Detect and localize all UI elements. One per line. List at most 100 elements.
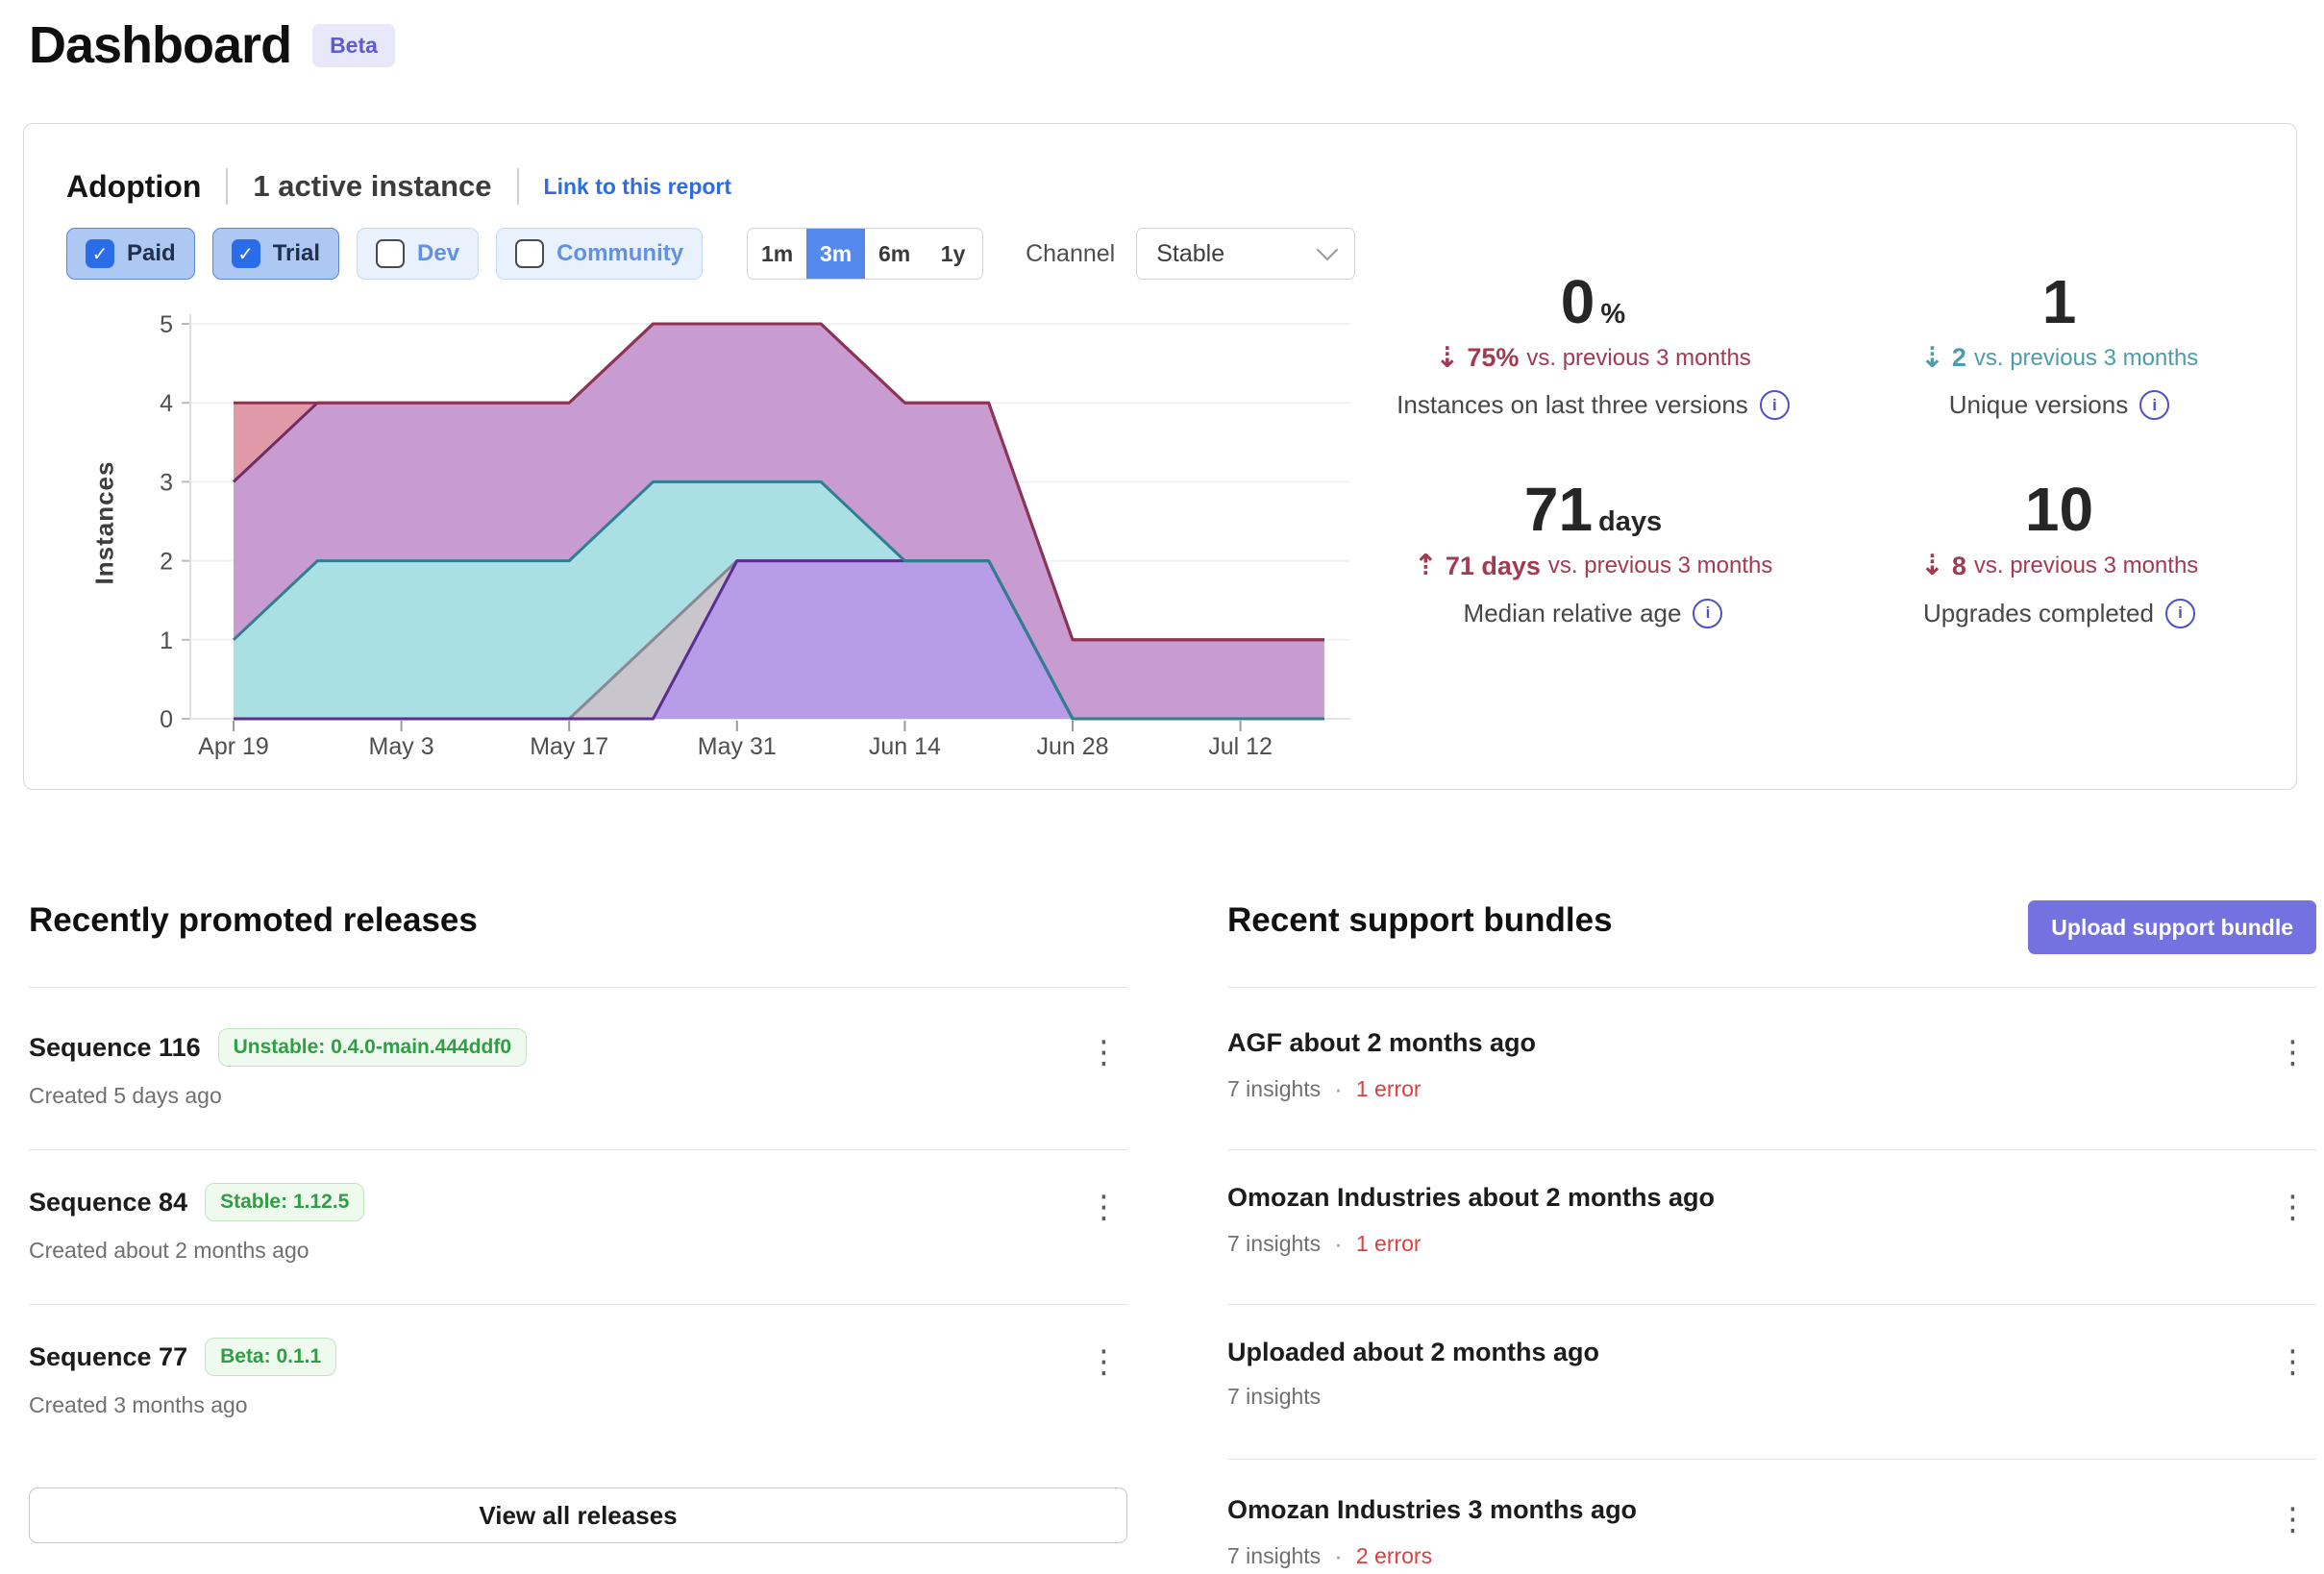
upload-support-bundle-button[interactable]: Upload support bundle: [2028, 900, 2316, 954]
trend-up-icon: ⇡: [1413, 549, 1438, 583]
trend-down-icon: ⇣: [1435, 340, 1460, 375]
bundle-title[interactable]: Uploaded about 2 months ago: [1227, 1338, 1600, 1366]
bundle-errors: 1 error: [1355, 1076, 1422, 1101]
stat-label: Unique versions: [1948, 390, 2129, 420]
filter-label: Paid: [127, 240, 176, 266]
filter-label: Trial: [272, 240, 321, 266]
filter-label: Dev: [417, 240, 460, 266]
kebab-menu-icon[interactable]: ⋮: [1088, 1188, 1120, 1225]
kebab-menu-icon[interactable]: ⋮: [2277, 1188, 2309, 1225]
kebab-menu-icon[interactable]: ⋮: [1088, 1033, 1120, 1070]
bundle-insights: 7 insights: [1227, 1543, 1322, 1568]
svg-text:0: 0: [160, 706, 173, 733]
bundles-heading: Recent support bundles: [1227, 901, 1613, 939]
beta-badge: Beta: [312, 23, 395, 67]
info-icon[interactable]: i: [1693, 598, 1723, 628]
checkbox-checked-icon: ✓: [86, 239, 114, 268]
kebab-menu-icon[interactable]: ⋮: [2277, 1033, 2309, 1070]
delta-note: vs. previous 3 months: [1973, 344, 2199, 371]
adoption-card-header: Adoption 1 active instance Link to this …: [66, 168, 731, 205]
filter-trial[interactable]: ✓ Trial: [211, 228, 340, 280]
page-title: Dashboard: [29, 16, 292, 74]
bundle-title[interactable]: AGF about 2 months ago: [1227, 1028, 1536, 1057]
delta-note: vs. previous 3 months: [1526, 344, 1751, 371]
time-range-selector: 1m 3m 6m 1y: [747, 228, 984, 280]
divider: [226, 168, 229, 205]
trend-down-icon: ⇣: [1919, 340, 1944, 375]
divider: [1227, 987, 2316, 988]
divider: [1227, 1149, 2316, 1150]
adoption-card: Adoption 1 active instance Link to this …: [23, 123, 2297, 790]
release-title: Sequence 84: [29, 1187, 188, 1217]
bundle-insights: 7 insights: [1227, 1384, 1322, 1409]
adoption-stats: 0% ⇣ 75% vs. previous 3 months Instances o…: [1360, 268, 2292, 628]
divider: [29, 987, 1127, 988]
divider: [1227, 1304, 2316, 1305]
range-1y[interactable]: 1y: [940, 240, 966, 266]
checkbox-unchecked-icon: [376, 239, 406, 268]
svg-text:Jul 12: Jul 12: [1208, 733, 1273, 760]
info-icon[interactable]: i: [1759, 390, 1790, 421]
dot-separator: ·: [1334, 1229, 1343, 1258]
bundle-insights: 7 insights: [1227, 1076, 1322, 1101]
stat-unit: days: [1598, 506, 1663, 538]
active-instance-count: 1 active instance: [253, 169, 492, 203]
stat-value: 71: [1523, 475, 1594, 545]
divider: [29, 1149, 1127, 1150]
checkbox-unchecked-icon: [515, 239, 545, 268]
kebab-menu-icon[interactable]: ⋮: [2277, 1500, 2309, 1537]
channel-label: Channel: [1026, 239, 1116, 267]
svg-text:Jun 14: Jun 14: [869, 733, 941, 760]
stat-label: Instances on last three versions: [1397, 390, 1748, 420]
filter-paid[interactable]: ✓ Paid: [66, 228, 195, 280]
release-channel-badge: Unstable: 0.4.0-main.444ddf0: [217, 1028, 528, 1067]
svg-text:Apr 19: Apr 19: [198, 733, 269, 760]
release-created: Created 3 months ago: [29, 1392, 248, 1417]
stat-instances-last-three-versions: 0% ⇣ 75% vs. previous 3 months Instances o…: [1397, 267, 1790, 421]
svg-text:5: 5: [160, 311, 173, 338]
filter-dev[interactable]: Dev: [357, 228, 480, 280]
stat-value: 10: [2024, 475, 2094, 545]
bundle-row: Uploaded about 2 months ago 7 insights ⋮: [1227, 1330, 2316, 1455]
stat-label: Upgrades completed: [1923, 598, 2154, 627]
release-channel-badge: Beta: 0.1.1: [205, 1338, 337, 1376]
bundle-row: AGF about 2 months ago 7 insights · 1 er…: [1227, 1021, 2316, 1145]
adoption-filters: ✓ Paid ✓ Trial Dev Community 1m 3m 6m 1y…: [66, 228, 1356, 280]
delta-note: vs. previous 3 months: [1547, 553, 1773, 579]
stat-value: 0: [1560, 267, 1595, 336]
stat-unit: %: [1600, 299, 1626, 330]
info-icon[interactable]: i: [2164, 598, 2195, 628]
range-1m[interactable]: 1m: [760, 240, 794, 266]
bundle-title[interactable]: Omozan Industries about 2 months ago: [1227, 1183, 1716, 1212]
stat-upgrades-completed: 10 ⇣ 8 vs. previous 3 months Upgrades comp…: [1920, 475, 2198, 628]
releases-heading: Recently promoted releases: [29, 901, 478, 939]
svg-text:May 3: May 3: [369, 733, 434, 760]
range-6m[interactable]: 6m: [878, 240, 911, 266]
svg-text:May 31: May 31: [698, 733, 777, 760]
kebab-menu-icon[interactable]: ⋮: [1088, 1342, 1120, 1380]
delta-value: 2: [1951, 343, 1966, 373]
page-header: Dashboard Beta: [29, 15, 395, 75]
release-title: Sequence 116: [29, 1032, 201, 1062]
channel-select[interactable]: Stable: [1136, 228, 1356, 280]
info-icon[interactable]: i: [2139, 390, 2170, 421]
bundle-errors: 1 error: [1355, 1231, 1422, 1256]
release-channel-badge: Stable: 1.12.5: [205, 1183, 365, 1221]
range-3m[interactable]: 3m: [806, 229, 866, 279]
release-created: Created 5 days ago: [29, 1083, 222, 1108]
svg-text:4: 4: [160, 390, 173, 417]
chart-y-axis-label: Instances: [89, 460, 119, 585]
link-to-report[interactable]: Link to this report: [543, 173, 732, 199]
view-all-releases-button[interactable]: View all releases: [29, 1488, 1127, 1543]
svg-text:Jun 28: Jun 28: [1036, 733, 1108, 760]
kebab-menu-icon[interactable]: ⋮: [2277, 1342, 2309, 1380]
divider: [1227, 1459, 2316, 1460]
stat-label: Median relative age: [1463, 598, 1682, 627]
dot-separator: ·: [1334, 1074, 1343, 1103]
divider: [516, 168, 519, 205]
stat-unique-versions: 1 ⇣ 2 vs. previous 3 months Unique version…: [1919, 268, 2199, 421]
dot-separator: ·: [1334, 1541, 1343, 1570]
filter-community[interactable]: Community: [496, 228, 704, 280]
stat-median-relative-age: 71 days ⇡ 71 days vs. previous 3 months Med…: [1413, 475, 1773, 628]
bundle-title[interactable]: Omozan Industries 3 months ago: [1227, 1495, 1638, 1524]
